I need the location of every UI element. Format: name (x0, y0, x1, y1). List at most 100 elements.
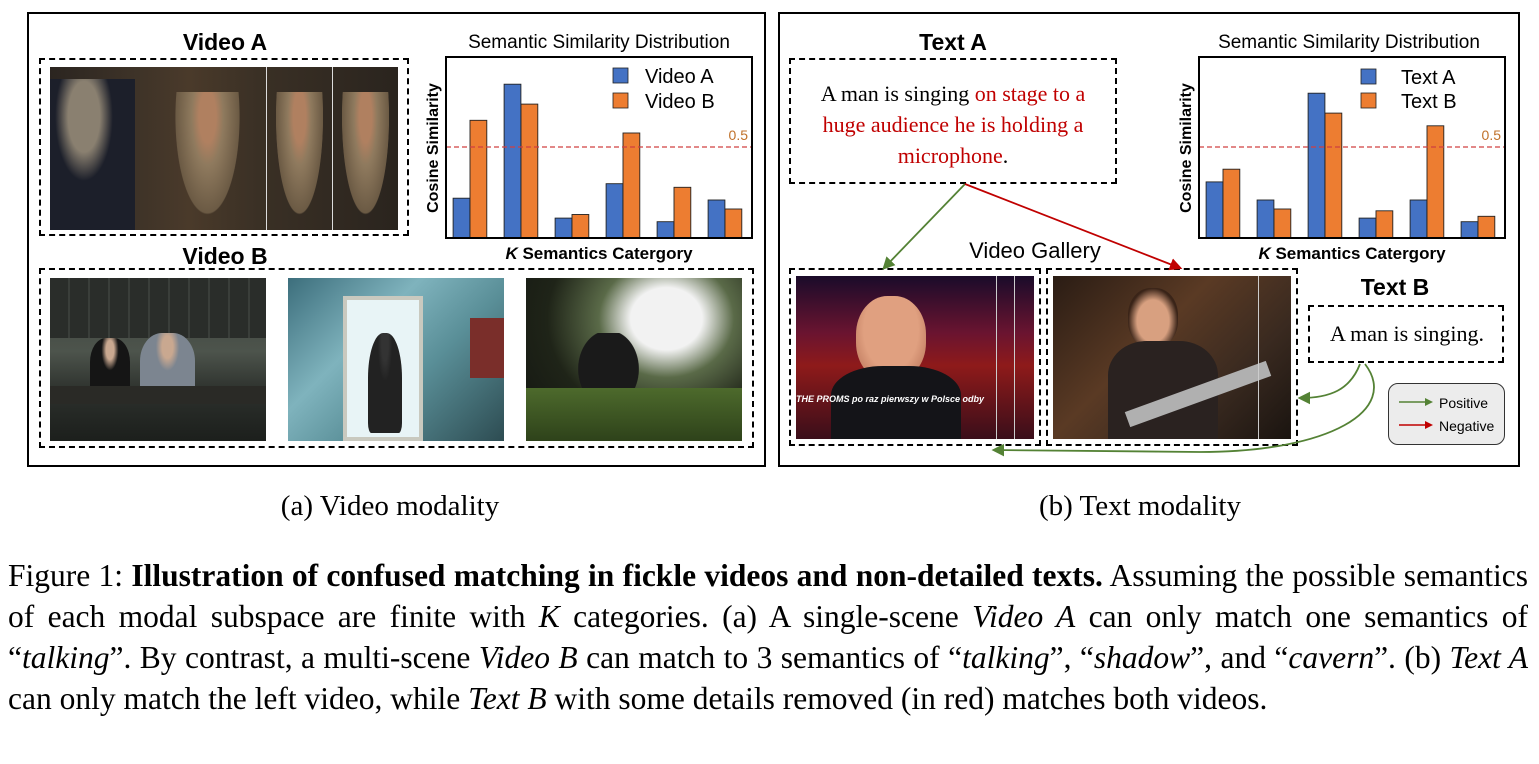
video-a-divider-2 (332, 67, 333, 230)
text-b-box (1308, 305, 1504, 363)
video-a-divider-1 (266, 67, 267, 230)
chart-b-bar-series2-cat3 (1324, 112, 1343, 239)
text-b-content: A man is singing. (1329, 321, 1484, 346)
chart-a-plot-frame (445, 56, 753, 239)
caption-s10: with some details removed (in red) match… (546, 681, 1268, 716)
caption-text-b: Text B (468, 681, 547, 716)
video-a-label: Video A (182, 29, 268, 55)
gallery-left-box (789, 268, 1041, 446)
video-a-person-3 (338, 92, 393, 230)
gallery-left-divider-2 (1014, 276, 1015, 439)
chart-a-title: Semantic Similarity Distribution (468, 32, 730, 53)
video-b-foliage (526, 388, 742, 441)
match-arrows (882, 183, 1375, 457)
video-a-frame (50, 67, 398, 230)
video-gallery-label: Video Gallery (969, 238, 1101, 263)
chart-b-title: Semantic Similarity Distribution (1218, 32, 1480, 53)
chart-a-legend-swatch-1 (612, 67, 629, 84)
chart-a-bars (452, 83, 743, 239)
caption-text-a: Text A (1449, 640, 1528, 675)
chart-b-bars (1205, 92, 1496, 239)
caption-cavern: cavern (1288, 640, 1375, 675)
caption-bold: Illustration of confused matching in fic… (131, 558, 1103, 593)
gallery-right-frame (1053, 276, 1291, 439)
caption-s6: ”, “ (1049, 640, 1094, 675)
video-b-silhouette (368, 333, 402, 433)
gallery-right-divider-1 (1258, 276, 1259, 439)
chart-b-legend-label-1: Text A (1401, 67, 1456, 89)
caption-talking-1: talking (21, 640, 110, 675)
caption-a: (a) Video modality (280, 490, 500, 522)
chart-b-xlabel-rest: Semantics Catergory (1271, 244, 1446, 263)
text-a-label: Text A (919, 29, 987, 55)
arrow-text-a-positive (882, 183, 966, 270)
video-b-frame-side (470, 318, 504, 378)
chart-b-bar-series1-cat3 (1307, 92, 1326, 239)
caption-s5: can match to 3 semantics of “ (577, 640, 963, 675)
caption-shadow: shadow (1093, 640, 1191, 675)
arrow-text-a-negative (964, 183, 1183, 271)
caption-k: K (538, 599, 560, 634)
caption-s8: ”. (b) (1374, 640, 1450, 675)
chart-a-xlabel-k: K (505, 244, 519, 263)
chart-b-bar-series2-cat4 (1375, 210, 1394, 239)
chart-a-threshold-label: 0.5 (729, 127, 749, 143)
text-a-end: . (1002, 143, 1009, 168)
video-b-box (39, 268, 754, 448)
chart-b-bar-series2-cat6 (1477, 215, 1496, 239)
caption-s4: ”. By contrast, a multi-scene (109, 640, 479, 675)
chart-a-legend-label-2: Video B (645, 91, 715, 113)
video-a-person-center (170, 92, 245, 230)
panel-text-modality (778, 12, 1520, 467)
video-b-label: Video B (182, 243, 268, 269)
caption-s1: Assuming the possible semantics of each … (8, 558, 1529, 634)
singer-overlay-text: THE PROMS po raz pierwszy w Polsce odby (796, 394, 985, 404)
chart-a-xlabel-rest: Semantics Catergory (518, 244, 693, 263)
chart-b-legend-label-2: Text B (1401, 91, 1457, 113)
legend-positive-label: Positive (1439, 395, 1489, 411)
video-a-box (39, 58, 409, 236)
chart-b-bar-series2-cat1 (1222, 168, 1241, 239)
caption-s3: can only match one semantics of “ (8, 599, 1528, 675)
chart-b-bar-series2-cat5 (1426, 125, 1445, 239)
gallery-left-frame: THE PROMS po raz pierwszy w Polsce odby (796, 276, 1034, 439)
chart-a-xlabel: K Semantics Catergory (505, 244, 693, 263)
caption-s2: categories. (a) A single-scene (559, 599, 973, 634)
chart-b-bar-series1-cat2 (1256, 199, 1275, 239)
caption-figure-label: Figure 1: (8, 558, 124, 593)
video-b-frame-cavern (526, 278, 742, 441)
legend-negative-label: Negative (1439, 418, 1495, 434)
chart-b-legend-swatch-2 (1360, 92, 1377, 109)
caption-s7: ”, and “ (1190, 640, 1289, 675)
text-a-plain: A man is singing (820, 81, 975, 106)
video-b-railing (50, 386, 266, 404)
singer-body (831, 366, 961, 439)
chart-a-legend-label-1: Video A (645, 66, 714, 88)
chart-b-threshold-label: 0.5 (1482, 127, 1502, 143)
video-b-wall (50, 278, 266, 338)
caption-video-a: Video A (972, 599, 1076, 634)
gallery-left-divider-1 (996, 276, 997, 439)
video-a-person-left (50, 79, 135, 230)
arrow-legend: Positive Negative (1388, 383, 1505, 445)
caption-s9: can only match the left video, while (8, 681, 469, 716)
chart-b-bar-series1-cat5 (1409, 199, 1428, 239)
video-a-person-2 (272, 92, 327, 230)
guitarist-head (1128, 288, 1178, 348)
chart-a-legend-swatch-2 (612, 92, 629, 109)
chart-b-xlabel-k: K (1258, 244, 1272, 263)
legend-negative-arrow (1399, 421, 1433, 429)
chart-b-bar-series2-cat2 (1273, 208, 1292, 239)
text-a-content: A man is singing on stage to a huge audi… (797, 78, 1109, 171)
chart-b-bar-series1-cat4 (1358, 217, 1377, 239)
figure-caption: Figure 1: Illustration of confused match… (8, 555, 1528, 719)
chart-a: 0.5 Video A Video B Cosine Similarity K … (425, 56, 753, 263)
text-a-box (789, 58, 1117, 184)
chart-b-bar-series1-cat6 (1460, 221, 1479, 239)
panel-video-modality (27, 12, 766, 467)
chart-b-legend-swatch-1 (1360, 68, 1377, 85)
video-b-frame-talking (50, 278, 266, 441)
arrow-text-b-positive-left (991, 363, 1375, 457)
chart-a-ylabel: Cosine Similarity (425, 83, 442, 213)
chart-b-plot-frame (1198, 56, 1506, 239)
